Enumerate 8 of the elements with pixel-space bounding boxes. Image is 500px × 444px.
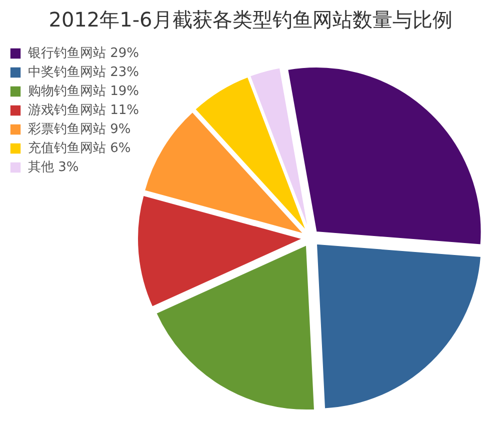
legend-label: 充值钓鱼网站 6% xyxy=(28,140,131,157)
legend-label: 彩票钓鱼网站 9% xyxy=(28,121,131,138)
legend-label: 游戏钓鱼网站 11% xyxy=(28,102,140,119)
legend-label: 银行钓鱼网站 29% xyxy=(28,45,140,62)
legend-label: 购物钓鱼网站 19% xyxy=(28,83,140,100)
legend-label: 其他 3% xyxy=(28,159,79,176)
legend-label: 中奖钓鱼网站 23% xyxy=(28,64,140,81)
chart-title: 2012年1-6月截获各类型钓鱼网站数量与比例 xyxy=(48,8,452,32)
